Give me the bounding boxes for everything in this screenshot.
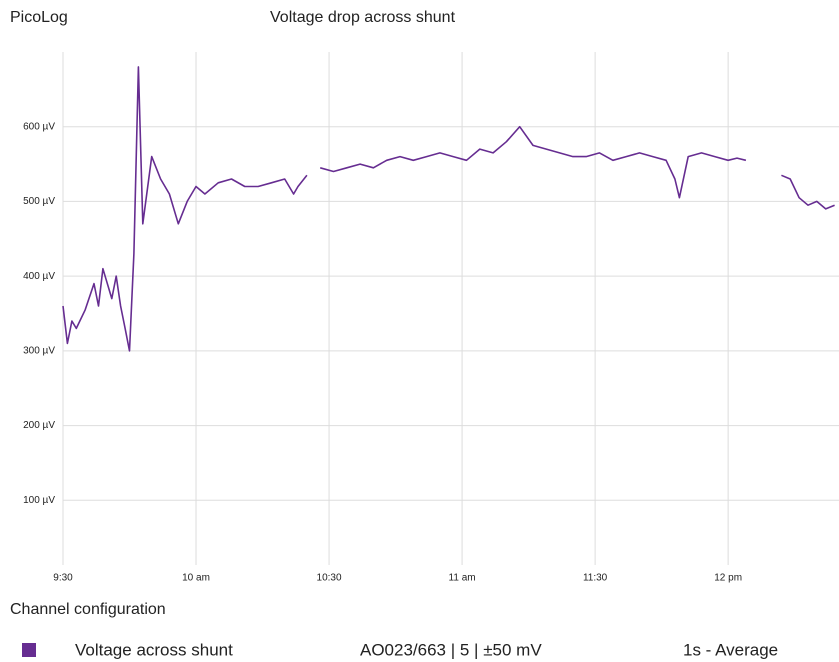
x-tick-label: 9:30 [53, 573, 73, 584]
x-tick-label: 11 am [449, 573, 476, 584]
data-line [62, 66, 835, 352]
device-info: AO023/663 | 5 | ±50 mV [360, 640, 542, 659]
legend-swatch [22, 643, 36, 657]
y-tick-label: 500 µV [23, 196, 55, 207]
x-tick-label: 10:30 [317, 573, 342, 584]
y-tick-label: 400 µV [23, 271, 55, 282]
y-tick-label: 100 µV [23, 495, 55, 506]
panel-title: Channel configuration [10, 601, 166, 618]
y-tick-label: 200 µV [23, 420, 55, 431]
sampling-info: 1s - Average [683, 640, 778, 659]
x-tick-label: 11:30 [583, 573, 608, 584]
y-tick-label: 300 µV [23, 345, 55, 356]
chart-title: Voltage drop across shunt [270, 9, 456, 26]
x-tick-label: 12 pm [714, 573, 742, 584]
y-tick-label: 600 µV [23, 121, 55, 132]
legend-label: Voltage across shunt [75, 640, 233, 659]
x-tick-label: 10 am [182, 573, 210, 584]
app-name: PicoLog [10, 9, 68, 26]
